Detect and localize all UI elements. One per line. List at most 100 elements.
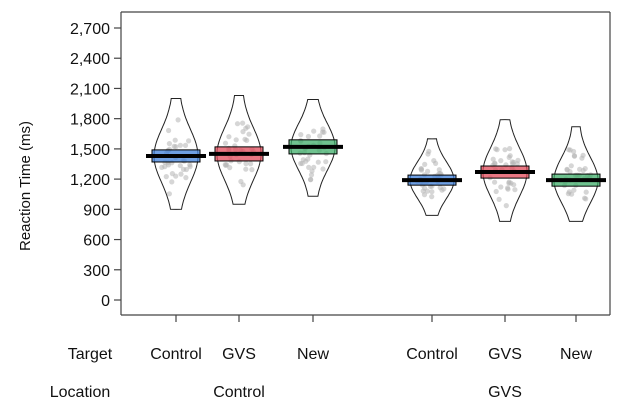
data-point [315, 159, 321, 165]
data-point [571, 148, 577, 155]
data-point [172, 137, 178, 143]
data-point [508, 180, 514, 186]
data-point [242, 136, 248, 142]
data-point [425, 151, 431, 157]
bean-gvs-new [546, 126, 606, 222]
data-point [571, 187, 577, 193]
data-point [240, 182, 246, 188]
data-point [317, 133, 323, 139]
bean-outline [482, 119, 528, 222]
data-point [420, 188, 426, 194]
data-point [571, 153, 578, 159]
data-point [568, 163, 574, 169]
data-point [245, 124, 251, 130]
data-point [166, 127, 172, 134]
x-axis: Control GVS New Control Control GVS New GVS [150, 315, 592, 401]
data-point [582, 195, 588, 201]
data-point [163, 174, 169, 180]
data-point [492, 161, 498, 167]
data-point [183, 175, 189, 181]
data-point [186, 138, 192, 144]
bean-outline [216, 94, 262, 205]
location-label: GVS [488, 384, 522, 400]
data-point [246, 131, 252, 137]
data-point [243, 161, 249, 167]
data-point [173, 173, 179, 179]
data-point [182, 142, 189, 148]
y-tick-label: 2,400 [70, 51, 110, 68]
bean-gvs-control [402, 138, 462, 216]
y-tick-label: 1,200 [70, 172, 110, 189]
target-label: Control [150, 346, 202, 363]
data-point [309, 168, 315, 174]
data-point [580, 167, 586, 174]
bean-layer [146, 94, 606, 222]
bean-outline [409, 138, 455, 216]
data-point [223, 162, 229, 168]
y-tick-label: 0 [101, 293, 110, 310]
data-point [298, 132, 304, 138]
target-label: GVS [488, 346, 522, 363]
data-point [505, 186, 511, 192]
data-point [243, 166, 249, 172]
data-point [320, 166, 326, 172]
y-tick-label: 2,700 [70, 21, 110, 38]
data-point [424, 188, 430, 194]
data-point [498, 184, 504, 190]
data-point [493, 188, 499, 195]
target-label: Control [406, 346, 458, 363]
data-point [502, 147, 508, 153]
y-tick-label: 900 [83, 202, 110, 219]
data-point [308, 177, 314, 183]
data-point [222, 140, 229, 146]
data-point [187, 164, 193, 170]
data-point [429, 194, 435, 200]
data-point [515, 157, 521, 163]
data-point [422, 161, 428, 167]
data-point [498, 158, 504, 164]
target-row-label: Target [68, 346, 113, 363]
data-point [308, 172, 315, 178]
y-tick-label: 300 [83, 263, 110, 280]
y-axis-label: Reaction Time (ms) [17, 121, 34, 251]
data-point [509, 159, 515, 165]
data-point [512, 187, 518, 193]
data-point [490, 156, 496, 162]
data-point [583, 189, 589, 195]
data-point [507, 146, 513, 152]
data-point [306, 164, 312, 170]
location-row-label: Location [50, 384, 111, 400]
data-point [249, 167, 255, 173]
plot-frame [120, 11, 611, 316]
bean-control-control [146, 97, 206, 210]
target-label: New [560, 346, 592, 363]
data-point [178, 171, 184, 177]
data-point [177, 142, 183, 148]
location-label: Control [213, 384, 265, 400]
data-point [564, 167, 570, 173]
data-point [496, 196, 502, 202]
data-point [507, 153, 513, 159]
data-point [226, 134, 232, 140]
y-tick-label: 1,800 [70, 112, 110, 129]
data-point [180, 166, 187, 172]
data-point [162, 164, 168, 170]
data-point [234, 121, 241, 127]
target-label: GVS [222, 346, 256, 363]
data-point [177, 163, 183, 169]
data-point [431, 158, 437, 164]
data-point [566, 147, 572, 153]
data-point [233, 137, 239, 143]
data-point [436, 167, 442, 173]
y-axis: 0 300 600 900 1,200 1,500 1,800 2,100 2,400 2,700 [70, 21, 121, 310]
y-tick-label: 2,100 [70, 81, 110, 98]
bean-outline [553, 126, 599, 222]
data-point [171, 143, 177, 149]
data-point [323, 159, 329, 165]
y-tick-label: 600 [83, 233, 110, 250]
data-point [303, 158, 309, 164]
bean-control-gvs [209, 94, 269, 205]
data-point [166, 141, 172, 147]
